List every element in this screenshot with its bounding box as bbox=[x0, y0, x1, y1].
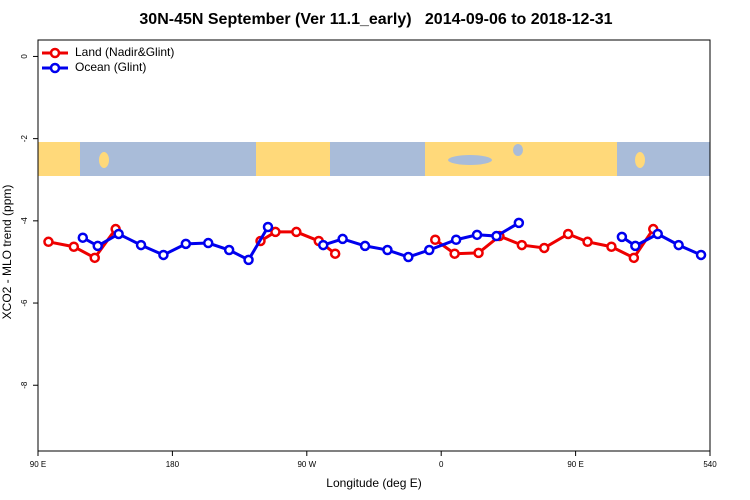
map-land bbox=[38, 142, 80, 176]
map-sea bbox=[513, 144, 523, 156]
legend-marker bbox=[49, 47, 61, 59]
data-point bbox=[243, 254, 254, 266]
data-point bbox=[202, 237, 214, 249]
data-point bbox=[403, 251, 414, 263]
map-land bbox=[256, 142, 330, 176]
data-point bbox=[516, 239, 528, 251]
x-tick-label: 540 bbox=[703, 460, 717, 469]
data-point bbox=[135, 239, 147, 251]
data-point bbox=[491, 230, 502, 242]
legend-marker bbox=[49, 62, 61, 74]
data-point bbox=[43, 236, 54, 248]
data-point bbox=[673, 239, 684, 251]
y-axis-label: XCO2 - MLO trend (ppm) bbox=[0, 185, 14, 320]
legend-label: Ocean (Glint) bbox=[75, 60, 146, 74]
data-point bbox=[630, 240, 641, 252]
x-tick-label: 0 bbox=[439, 460, 444, 469]
data-point bbox=[449, 248, 460, 259]
map-band bbox=[38, 142, 710, 176]
x-tick-label: 180 bbox=[166, 460, 180, 469]
y-tick-label: -8 bbox=[20, 381, 29, 389]
x-tick-label: 90 E bbox=[30, 460, 46, 469]
data-point bbox=[113, 228, 124, 240]
data-point bbox=[337, 233, 348, 245]
data-point bbox=[180, 238, 192, 250]
data-point bbox=[158, 249, 169, 261]
data-point bbox=[317, 239, 329, 251]
data-point bbox=[606, 241, 617, 252]
data-point bbox=[262, 221, 274, 233]
data-point bbox=[616, 231, 628, 243]
map-land bbox=[99, 152, 109, 168]
data-point bbox=[359, 240, 371, 252]
data-point bbox=[223, 244, 235, 256]
y-tick-label: -4 bbox=[20, 217, 29, 225]
chart-title: 30N-45N September (Ver 11.1_early) 2014-… bbox=[139, 11, 612, 28]
data-point bbox=[382, 244, 393, 256]
data-point bbox=[628, 252, 640, 264]
data-point bbox=[424, 244, 435, 256]
data-point bbox=[471, 229, 483, 241]
x-axis-label: Longitude (deg E) bbox=[326, 476, 421, 490]
data-point bbox=[68, 241, 80, 252]
data-point bbox=[77, 232, 89, 243]
data-point bbox=[582, 236, 593, 248]
series-line bbox=[82, 221, 702, 262]
data-point bbox=[473, 247, 484, 259]
legend-label: Land (Nadir&Glint) bbox=[75, 45, 174, 59]
data-point bbox=[92, 240, 103, 252]
data-point bbox=[450, 234, 462, 245]
x-tick-label: 90 E bbox=[567, 460, 583, 469]
data-point bbox=[291, 226, 302, 238]
data-point bbox=[89, 252, 100, 264]
data-point bbox=[538, 242, 550, 254]
data-point bbox=[562, 228, 574, 240]
map-sea bbox=[448, 155, 492, 165]
y-tick-label: -2 bbox=[20, 135, 29, 143]
plot-frame bbox=[37, 39, 711, 452]
data-point bbox=[695, 249, 707, 261]
data-point bbox=[329, 248, 341, 259]
y-tick-label: -6 bbox=[20, 299, 29, 307]
map-land bbox=[635, 152, 645, 168]
data-point bbox=[270, 226, 281, 238]
data-point bbox=[513, 217, 525, 229]
y-tick-label: 0 bbox=[20, 54, 29, 59]
data-point bbox=[429, 234, 441, 245]
x-tick-label: 90 W bbox=[297, 460, 316, 469]
data-point bbox=[652, 228, 663, 240]
